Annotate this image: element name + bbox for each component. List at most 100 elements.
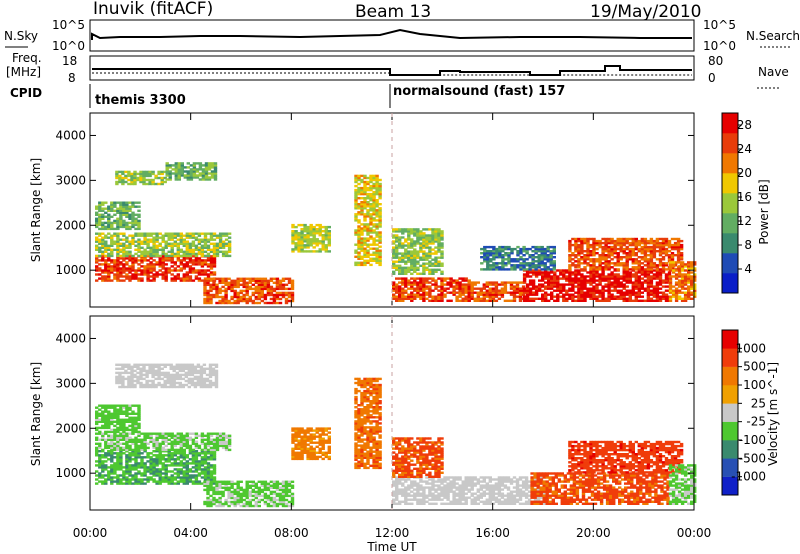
power-cell: [131, 254, 135, 258]
velocity-cell: [158, 458, 162, 461]
velocity-cell: [173, 436, 177, 439]
power-cell: [291, 240, 295, 243]
power-cell: [236, 285, 240, 289]
power-cell: [375, 223, 379, 226]
power-cell: [104, 259, 108, 262]
velocity-cell: [163, 363, 167, 366]
power-cell: [664, 243, 669, 247]
power-cell: [95, 221, 99, 225]
power-cell: [357, 233, 361, 236]
power-cell: [649, 285, 654, 288]
power-cell: [407, 295, 411, 298]
power-cell: [658, 287, 663, 290]
power-cell: [297, 248, 301, 251]
power-cell: [294, 248, 298, 251]
power-cell: [619, 289, 623, 292]
power-cell: [366, 205, 370, 208]
power-cell: [107, 215, 111, 218]
power-cell: [604, 277, 608, 280]
velocity-cell: [155, 444, 159, 448]
power-cell: [119, 275, 123, 278]
velocity-cell: [163, 365, 167, 368]
power-cell: [248, 297, 252, 301]
power-cell: [158, 244, 162, 247]
power-cell: [589, 264, 593, 267]
power-cell: [434, 250, 438, 253]
power-cell: [661, 268, 666, 271]
power-cell: [683, 297, 688, 300]
power-cell: [401, 232, 405, 235]
power-cell: [215, 236, 220, 239]
power-cell: [589, 281, 593, 284]
power-cell: [643, 287, 648, 290]
power-cell: [125, 254, 129, 258]
power-cell: [640, 252, 644, 255]
power-cell: [136, 178, 140, 182]
power-cell: [556, 295, 560, 298]
power-cell: [131, 225, 135, 229]
power-cell: [312, 234, 316, 237]
velocity-cell: [203, 462, 208, 465]
power-cell: [595, 258, 599, 261]
power-cell: [631, 243, 635, 247]
power-cell: [158, 269, 162, 272]
power-cell: [357, 255, 361, 258]
power-cell: [186, 166, 190, 169]
power-cell: [470, 281, 474, 284]
power-cell: [119, 273, 123, 276]
power-cell: [668, 279, 673, 282]
velocity-cell: [143, 462, 147, 465]
power-cell: [236, 291, 240, 295]
velocity-cell: [206, 432, 211, 435]
power-cell: [158, 273, 162, 276]
velocity-cell: [107, 476, 111, 479]
power-cell: [297, 234, 301, 237]
power-cell: [369, 209, 373, 212]
power-cell: [303, 230, 307, 233]
power-cell: [407, 279, 411, 282]
velocity-cell: [151, 371, 155, 375]
velocity-cell: [181, 377, 185, 381]
power-cell: [592, 254, 596, 257]
power-cell: [315, 230, 319, 233]
power-cell: [294, 238, 298, 241]
power-cell: [107, 269, 111, 272]
power-cell: [309, 225, 313, 229]
velocity-cell: [155, 448, 159, 452]
power-cell: [324, 246, 328, 249]
power-cell: [378, 211, 382, 214]
velocity-cell: [118, 371, 122, 375]
power-cell: [248, 281, 252, 284]
power-cell: [422, 234, 426, 237]
power-cell: [537, 260, 541, 263]
power-cell: [422, 270, 426, 273]
power-cell: [128, 257, 132, 260]
velocity-cell: [98, 432, 102, 435]
power-cell: [598, 293, 602, 296]
power-cell: [378, 237, 382, 240]
power-cell: [318, 223, 322, 227]
power-cell: [110, 236, 114, 239]
power-cell: [422, 238, 426, 241]
velocity-cell: [119, 460, 123, 463]
power-cell: [404, 270, 408, 273]
velocity-cell: [127, 379, 131, 383]
velocity-cell: [161, 448, 165, 452]
velocity-cell: [173, 450, 177, 453]
power-cell: [354, 205, 358, 208]
power-cell: [583, 239, 587, 243]
power-cell: [480, 247, 484, 251]
power-cell: [661, 247, 666, 251]
power-cell: [422, 285, 426, 288]
velocity-cell: [152, 478, 156, 481]
power-cell: [101, 217, 105, 220]
power-cell: [683, 291, 688, 294]
velocity-cell: [137, 450, 141, 453]
power-cell: [204, 172, 209, 175]
velocity-cell: [107, 454, 111, 457]
power-cell: [437, 264, 441, 267]
power-cell: [425, 252, 429, 255]
power-cell: [369, 221, 373, 224]
power-cell: [664, 254, 669, 257]
power-cell: [687, 261, 691, 264]
